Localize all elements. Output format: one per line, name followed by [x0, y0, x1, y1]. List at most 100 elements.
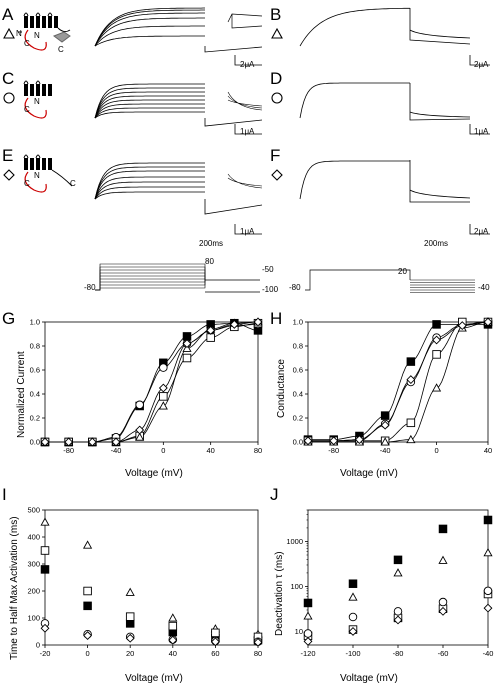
data-point-diamond	[303, 436, 313, 446]
fit-curve-circle	[308, 321, 489, 442]
y-tick-label: 0.2	[30, 414, 40, 423]
data-point-triangle	[158, 401, 168, 410]
panel-e-trace-2	[94, 170, 205, 200]
data-point-triangle	[432, 383, 442, 392]
data-point-diamond	[206, 325, 216, 335]
y-tick-label: 0.0	[293, 438, 303, 447]
chart-h-ylabel: Conductance	[276, 359, 287, 418]
data-point-triangle	[40, 517, 50, 526]
chart-i-ylabel: Time to Half Max Activation (ms)	[9, 516, 20, 660]
data-point-diamond	[483, 603, 493, 613]
x-tick-label: 20	[126, 649, 134, 658]
chart-i-xlabel: Voltage (mV)	[125, 673, 183, 684]
scale-bar-a	[234, 55, 262, 66]
data-point-diamond	[348, 627, 358, 636]
x-tick-label: 0	[86, 649, 90, 658]
scale-label-c: 1μA	[240, 127, 255, 136]
panel-c-trace-1	[94, 87, 205, 119]
scale-label-d: 1μA	[474, 127, 489, 136]
data-point-diamond	[210, 637, 220, 647]
panel-a-trace-2	[94, 12, 205, 47]
data-point-circle	[348, 612, 358, 622]
y-tick-label: 0.6	[293, 366, 303, 375]
data-point-triangle	[406, 434, 416, 444]
data-point-diamond	[457, 321, 467, 331]
triangle-symbol-b	[271, 27, 283, 39]
data-point-triangle	[393, 568, 403, 577]
panel-e-trace-1	[94, 166, 205, 200]
y-tick-label: 100	[27, 614, 40, 623]
scale-label-a: 2μA	[240, 60, 255, 69]
x-tick-label: -40	[483, 649, 494, 658]
data-point-triangle	[348, 592, 358, 601]
x-tick-label: 40	[484, 446, 492, 455]
fit-curve-triangle	[45, 321, 258, 443]
data-point-triangle	[380, 437, 390, 446]
data-point-circle	[438, 597, 448, 607]
panel-label-a: A	[2, 5, 14, 24]
n-terminus-label-2: N	[34, 31, 40, 40]
data-point-filled-square	[432, 320, 441, 329]
protocol-left-step-5	[95, 272, 206, 291]
chart-frame	[44, 509, 259, 646]
protocol-left-step-1	[95, 280, 206, 291]
data-point-diamond	[64, 437, 74, 447]
data-point-diamond	[406, 375, 416, 385]
data-point-diamond	[432, 335, 442, 345]
y-tick-label: 500	[27, 506, 40, 515]
panel-label-i: I	[2, 485, 7, 504]
circle-symbol-c	[3, 92, 15, 104]
panel-b-tail	[409, 8, 471, 45]
panel-c-trace-4	[94, 99, 205, 119]
panel-e-trace-5	[94, 186, 205, 200]
time-scale-label-f: 200ms	[424, 239, 448, 248]
data-point-filled-square	[40, 565, 50, 574]
data-point-filled-square	[182, 332, 192, 341]
data-point-diamond	[158, 383, 168, 393]
x-tick-label: -80	[393, 649, 404, 658]
panel-label-c: C	[2, 69, 14, 88]
current-traces	[94, 7, 490, 235]
panel-c-trace-6	[94, 107, 205, 119]
panel-e-trace-4	[94, 181, 205, 200]
panel-a-trace-3	[94, 17, 205, 47]
data-point-diamond	[40, 437, 50, 447]
data-point-square	[406, 418, 416, 428]
data-point-circle	[159, 363, 168, 372]
n-terminus-label-e: N	[34, 171, 40, 180]
protocol-left-step-7	[95, 266, 206, 291]
panel-a-trace-0	[94, 7, 205, 47]
panel-c-trace-7	[94, 111, 205, 119]
panel-c-trace-5	[94, 103, 205, 119]
data-point-filled-square	[380, 411, 390, 420]
fit-curve-square	[308, 321, 488, 442]
y-tick-label: 300	[27, 560, 40, 569]
chart-j: -120 -100 -80 -60 -40 10 100 1000	[286, 509, 494, 658]
data-point-diamond	[168, 635, 178, 645]
data-point-diamond	[438, 606, 448, 616]
panel-c-trace-2	[94, 91, 205, 119]
panel-c-inset	[227, 91, 263, 111]
protocol-right-hold: -80	[289, 283, 301, 292]
scale-label-f: 2μA	[474, 227, 489, 236]
panel-c-tail	[204, 118, 263, 127]
data-point-diamond	[125, 633, 135, 643]
triangle-symbol-a	[3, 27, 15, 39]
x-tick-label: 40	[206, 446, 214, 455]
protocol-right	[305, 269, 475, 293]
scale-bar-b	[469, 55, 490, 66]
panel-e-trace-6	[94, 191, 205, 200]
x-tick-label: -100	[345, 649, 360, 658]
scale-bar-c	[234, 124, 262, 135]
data-point-triangle	[125, 587, 135, 596]
panel-label-e: E	[2, 146, 13, 165]
channel-cartoon-a: N C N C	[16, 12, 71, 54]
y-tick-label: 0.6	[30, 366, 40, 375]
chart-h-xlabel: Voltage (mV)	[340, 468, 398, 479]
x-tick-label: -120	[300, 649, 315, 658]
data-point-filled-square	[406, 357, 416, 366]
x-tick-label: 80	[254, 649, 262, 658]
chart-g-ylabel: Normalized Current	[16, 351, 27, 438]
y-tick-label: 0.0	[30, 438, 40, 447]
data-point-diamond	[83, 631, 93, 640]
